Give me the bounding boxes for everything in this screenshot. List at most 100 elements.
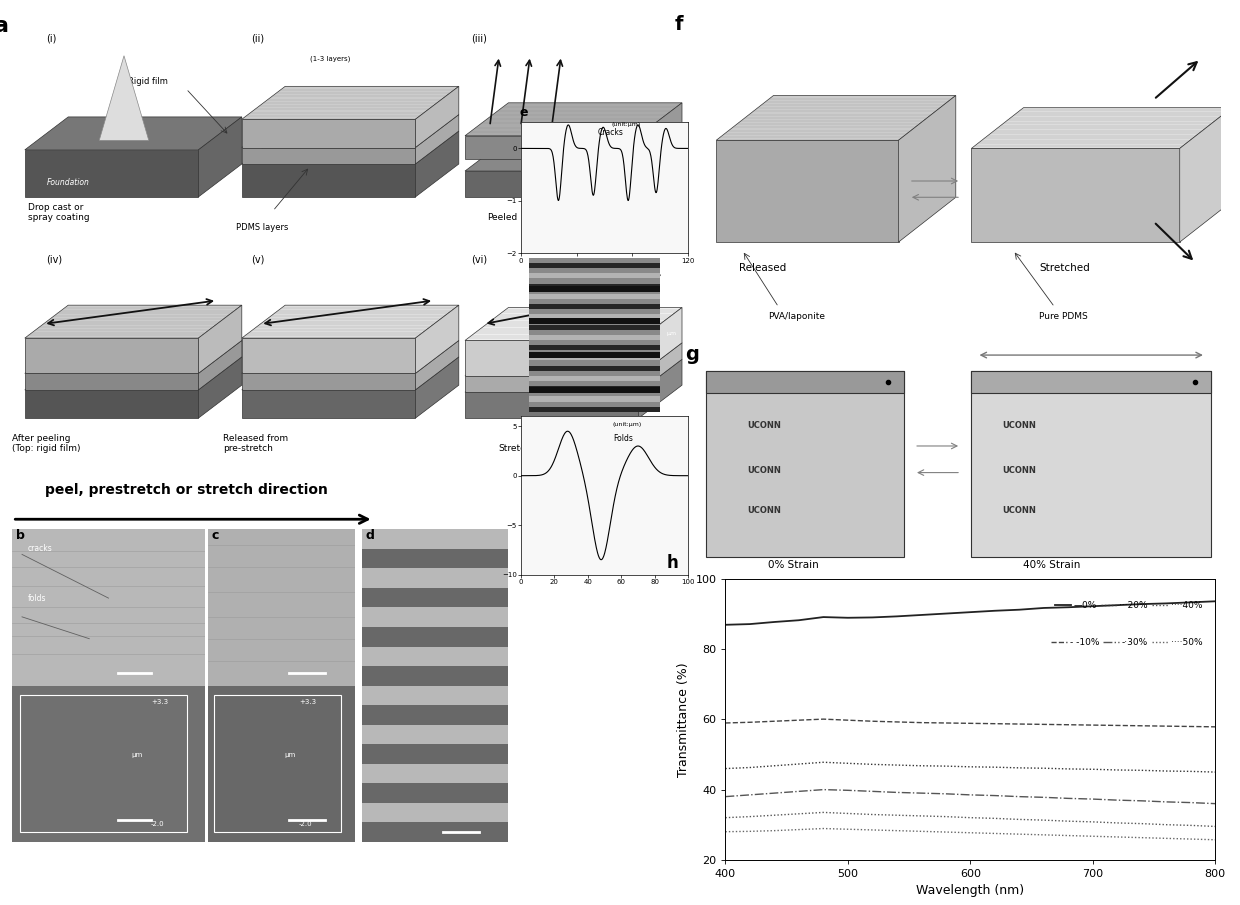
30% bbox=[1085, 794, 1100, 805]
Polygon shape bbox=[242, 164, 415, 197]
50% bbox=[816, 824, 831, 834]
Polygon shape bbox=[465, 103, 682, 136]
10% bbox=[987, 719, 1002, 729]
Bar bbox=[529, 304, 660, 310]
Polygon shape bbox=[242, 338, 415, 374]
Polygon shape bbox=[465, 308, 682, 340]
Text: peel, prestretch or stretch direction: peel, prestretch or stretch direction bbox=[45, 483, 327, 497]
Text: UCONN: UCONN bbox=[1003, 465, 1037, 474]
Bar bbox=[706, 371, 904, 393]
0% bbox=[987, 605, 1002, 616]
20% bbox=[889, 759, 904, 770]
Bar bbox=[529, 273, 660, 279]
20% bbox=[962, 761, 977, 772]
20% bbox=[1037, 763, 1052, 774]
Text: (iii): (iii) bbox=[471, 33, 487, 43]
Bar bbox=[529, 263, 660, 268]
50% bbox=[718, 826, 733, 837]
Bar bbox=[529, 406, 660, 412]
10% bbox=[1012, 719, 1027, 729]
40% bbox=[1135, 818, 1149, 829]
0% bbox=[914, 610, 929, 621]
0% bbox=[889, 611, 904, 622]
Polygon shape bbox=[717, 96, 956, 140]
Text: g: g bbox=[684, 345, 699, 364]
Bar bbox=[971, 371, 1211, 393]
Polygon shape bbox=[242, 119, 415, 148]
Text: a: a bbox=[0, 16, 9, 36]
10% bbox=[1061, 719, 1076, 730]
40% bbox=[1208, 821, 1223, 832]
10% bbox=[1037, 719, 1052, 729]
0% bbox=[866, 612, 880, 623]
Line: 10%: 10% bbox=[725, 719, 1215, 727]
30% bbox=[1037, 792, 1052, 803]
Bar bbox=[529, 402, 660, 406]
Polygon shape bbox=[639, 138, 682, 197]
40% bbox=[889, 810, 904, 821]
10% bbox=[816, 714, 831, 725]
10% bbox=[866, 716, 880, 727]
20% bbox=[841, 757, 856, 768]
30% bbox=[816, 784, 831, 795]
Polygon shape bbox=[465, 376, 639, 392]
10% bbox=[1085, 719, 1100, 730]
Text: -2.0: -2.0 bbox=[299, 821, 312, 827]
Polygon shape bbox=[25, 340, 242, 374]
10% bbox=[841, 715, 856, 726]
Polygon shape bbox=[242, 390, 415, 418]
Bar bbox=[529, 329, 660, 335]
Text: (iv): (iv) bbox=[47, 255, 63, 265]
Bar bbox=[362, 646, 508, 666]
30% bbox=[718, 791, 733, 802]
10% bbox=[1158, 720, 1173, 731]
Bar bbox=[529, 356, 660, 360]
40% bbox=[841, 808, 856, 819]
50% bbox=[1085, 831, 1100, 842]
Bar bbox=[529, 289, 660, 294]
Text: UCONN: UCONN bbox=[748, 465, 781, 474]
0% bbox=[791, 614, 806, 625]
Polygon shape bbox=[25, 390, 198, 418]
50% bbox=[1110, 832, 1125, 843]
40% bbox=[1110, 817, 1125, 828]
Bar bbox=[362, 686, 508, 705]
Bar bbox=[362, 764, 508, 783]
Text: d: d bbox=[365, 529, 374, 542]
30% bbox=[743, 789, 758, 800]
Text: (unit:μm): (unit:μm) bbox=[611, 122, 641, 128]
Polygon shape bbox=[639, 359, 682, 418]
Bar bbox=[362, 803, 508, 822]
Bar bbox=[529, 387, 660, 394]
Text: μm: μm bbox=[666, 331, 677, 336]
Line: 20%: 20% bbox=[725, 762, 1215, 772]
Polygon shape bbox=[971, 148, 1179, 243]
0% bbox=[1208, 595, 1223, 606]
Polygon shape bbox=[639, 308, 682, 376]
20% bbox=[1110, 765, 1125, 776]
20% bbox=[718, 763, 733, 774]
0% bbox=[718, 619, 733, 630]
Text: folds: folds bbox=[27, 595, 46, 604]
20% bbox=[1085, 764, 1100, 775]
30% bbox=[914, 787, 929, 798]
40% bbox=[1061, 815, 1076, 826]
Y-axis label: Transmittance (%): Transmittance (%) bbox=[677, 662, 689, 776]
Bar bbox=[529, 335, 660, 340]
Polygon shape bbox=[242, 148, 415, 164]
Bar bbox=[529, 318, 660, 324]
Text: Stretched: Stretched bbox=[1040, 262, 1090, 272]
Text: Folds: Folds bbox=[613, 434, 632, 443]
Bar bbox=[529, 366, 660, 371]
Text: -2.0: -2.0 bbox=[151, 821, 165, 827]
Polygon shape bbox=[242, 340, 459, 374]
Bar bbox=[529, 345, 660, 350]
50% bbox=[962, 827, 977, 838]
50% bbox=[1037, 829, 1052, 840]
Polygon shape bbox=[465, 343, 682, 376]
30% bbox=[987, 790, 1002, 801]
10% bbox=[1135, 720, 1149, 731]
Text: Drop cast or
spray coating: Drop cast or spray coating bbox=[29, 203, 89, 223]
Bar bbox=[529, 352, 660, 357]
Text: After peeling
(Top: rigid film): After peeling (Top: rigid film) bbox=[12, 433, 81, 453]
